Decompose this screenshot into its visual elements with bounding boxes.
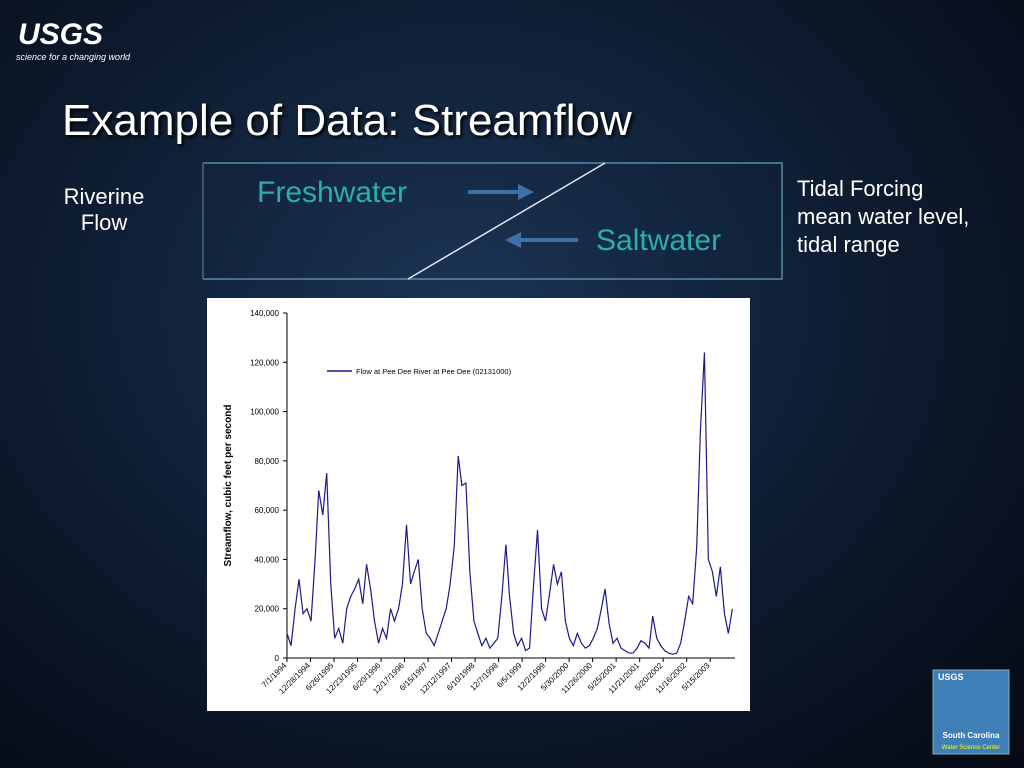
flow-line: [286, 352, 733, 655]
legend-label: Flow at Pee Dee River at Pee Dee (021310…: [356, 367, 512, 376]
y-tick-label: 100,000: [250, 408, 279, 417]
corner-logo-state: South Carolina: [943, 731, 1000, 740]
y-axis-label: Streamflow, cubic feet per second: [223, 405, 234, 567]
y-tick-label: 120,000: [250, 358, 279, 367]
y-tick-label: 140,000: [250, 309, 279, 318]
freshwater-label: Freshwater: [257, 176, 407, 209]
saltwater-label: Saltwater: [596, 224, 721, 257]
corner-logo: [932, 669, 1010, 755]
estuary-box: [203, 162, 783, 280]
salt-wedge: [407, 162, 606, 280]
corner-logo-agency: USGS: [938, 672, 964, 682]
y-tick-label: 60,000: [255, 506, 280, 515]
tidal-label: Tidal Forcing mean water level, tidal ra…: [797, 176, 970, 257]
arrow-head: [518, 184, 534, 200]
arrow-head: [505, 232, 521, 248]
logo-tagline: science for a changing world: [16, 52, 131, 62]
slide-title: Example of Data: Streamflow: [62, 96, 632, 145]
y-tick-label: 40,000: [255, 555, 280, 564]
y-tick-label: 20,000: [255, 605, 280, 614]
y-tick-label: 0: [275, 654, 280, 663]
y-tick-label: 80,000: [255, 457, 280, 466]
corner-logo-center: Water Science Center: [942, 745, 1000, 751]
chart: 0 20,000 40,000 60,000 80,000 100,000 120,000 1…: [207, 298, 750, 711]
logo: USGS: [18, 18, 104, 51]
riverine-label: Riverine Flow: [63, 184, 145, 235]
